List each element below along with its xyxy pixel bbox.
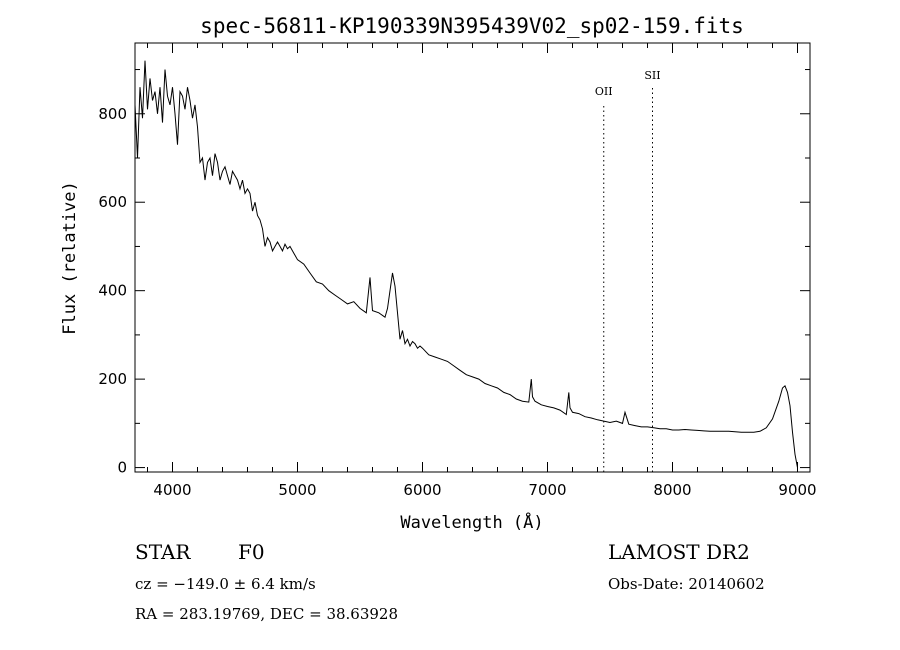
spectrum-line <box>134 60 798 468</box>
y-tick-label: 400 <box>98 282 127 300</box>
x-tick-label: 6000 <box>403 481 441 499</box>
y-axis-label: Flux (relative) <box>60 181 80 335</box>
x-tick-label: 8000 <box>653 481 691 499</box>
axis-ticks <box>135 43 810 472</box>
line-label-sii: SII <box>644 69 660 82</box>
y-tick-label: 600 <box>98 193 127 211</box>
chart-title: spec-56811-KP190339N395439V02_sp02-159.f… <box>200 14 744 38</box>
x-tick-label: 4000 <box>153 481 191 499</box>
y-tick-label: 800 <box>98 105 127 123</box>
x-tick-labels: 4000 5000 6000 7000 8000 9000 <box>153 481 816 499</box>
observation-date: Obs-Date: 20140602 <box>608 575 765 593</box>
spectral-subclass: F0 <box>238 540 265 564</box>
survey-name: LAMOST DR2 <box>608 540 750 564</box>
x-tick-label: 5000 <box>278 481 316 499</box>
spectrum-chart: spec-56811-KP190339N395439V02_sp02-159.f… <box>60 14 817 533</box>
y-tick-labels: 0 200 400 600 800 <box>98 105 127 477</box>
line-label-oii: OII <box>595 85 613 98</box>
x-tick-label: 9000 <box>778 481 816 499</box>
x-tick-label: 7000 <box>528 481 566 499</box>
x-axis-label: Wavelength (Å) <box>400 511 543 533</box>
object-class: STAR <box>135 540 191 564</box>
plot-frame <box>134 42 811 473</box>
coordinates: RA = 283.19769, DEC = 38.63928 <box>135 605 399 623</box>
redshift-velocity: cz = −149.0 ± 6.4 km/s <box>135 575 316 593</box>
y-tick-label: 200 <box>98 370 127 388</box>
y-tick-label: 0 <box>117 459 127 477</box>
emission-line-markers: OII SII <box>595 69 661 472</box>
